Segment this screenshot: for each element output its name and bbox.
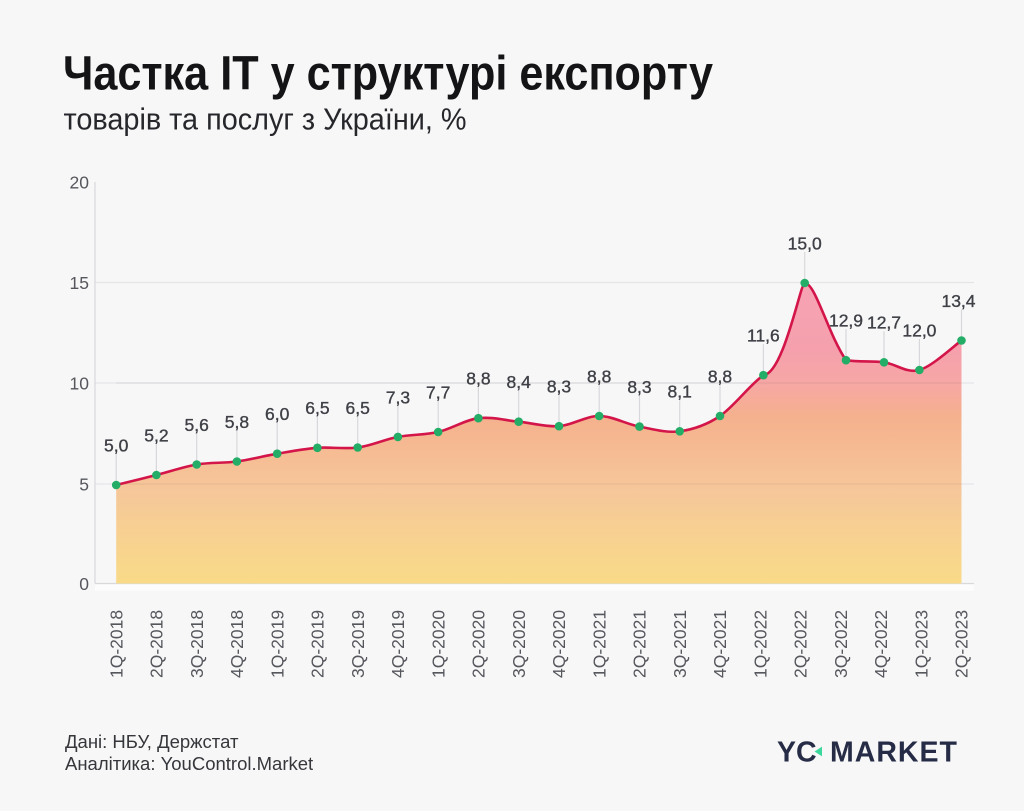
svg-text:2Q-2019: 2Q-2019 bbox=[308, 610, 328, 678]
svg-text:11,6: 11,6 bbox=[747, 326, 780, 346]
svg-text:4Q-2022: 4Q-2022 bbox=[871, 610, 891, 678]
svg-text:6,0: 6,0 bbox=[265, 404, 290, 424]
svg-text:10: 10 bbox=[70, 373, 90, 393]
svg-text:0: 0 bbox=[79, 574, 89, 594]
svg-text:4Q-2019: 4Q-2019 bbox=[388, 610, 408, 678]
svg-text:Дані: НБУ, Держстат: Дані: НБУ, Держстат bbox=[65, 731, 239, 752]
svg-text:MARKET: MARKET bbox=[830, 736, 958, 768]
svg-text:13,4: 13,4 bbox=[941, 291, 975, 311]
svg-text:20: 20 bbox=[70, 172, 90, 192]
svg-text:12,9: 12,9 bbox=[829, 311, 863, 331]
svg-text:5: 5 bbox=[79, 474, 89, 494]
svg-text:12,0: 12,0 bbox=[902, 320, 936, 340]
svg-text:YC: YC bbox=[777, 736, 817, 768]
svg-text:3Q-2021: 3Q-2021 bbox=[670, 610, 690, 678]
svg-text:1Q-2021: 1Q-2021 bbox=[589, 610, 609, 678]
svg-text:3Q-2019: 3Q-2019 bbox=[348, 610, 368, 678]
svg-text:8,8: 8,8 bbox=[587, 366, 611, 386]
svg-text:8,8: 8,8 bbox=[466, 369, 490, 389]
svg-text:4Q-2018: 4Q-2018 bbox=[227, 610, 247, 678]
svg-text:2Q-2022: 2Q-2022 bbox=[791, 610, 811, 678]
svg-text:8,3: 8,3 bbox=[547, 377, 571, 397]
svg-text:15,0: 15,0 bbox=[788, 233, 822, 253]
svg-text:7,3: 7,3 bbox=[386, 387, 410, 407]
svg-text:товарів та послуг з України, %: товарів та послуг з України, % bbox=[64, 102, 467, 137]
svg-text:3Q-2020: 3Q-2020 bbox=[509, 610, 529, 678]
svg-text:2Q-2020: 2Q-2020 bbox=[469, 610, 489, 678]
svg-text:Аналітика: YouControl.Market: Аналітика: YouControl.Market bbox=[65, 753, 313, 774]
svg-text:1Q-2022: 1Q-2022 bbox=[750, 610, 770, 678]
svg-text:1Q-2019: 1Q-2019 bbox=[267, 610, 287, 678]
svg-text:5,0: 5,0 bbox=[104, 435, 129, 455]
svg-text:8,8: 8,8 bbox=[708, 366, 732, 386]
svg-text:2Q-2018: 2Q-2018 bbox=[147, 610, 167, 678]
svg-text:8,3: 8,3 bbox=[627, 377, 651, 397]
svg-text:6,5: 6,5 bbox=[305, 398, 329, 418]
svg-text:8,1: 8,1 bbox=[668, 382, 692, 402]
svg-text:5,8: 5,8 bbox=[225, 412, 249, 432]
svg-text:5,2: 5,2 bbox=[144, 425, 168, 445]
svg-text:2Q-2021: 2Q-2021 bbox=[630, 610, 650, 678]
svg-text:3Q-2018: 3Q-2018 bbox=[187, 610, 207, 678]
svg-text:4Q-2020: 4Q-2020 bbox=[549, 610, 569, 678]
svg-text:Частка ІТ у структурі експорту: Частка ІТ у структурі експорту bbox=[63, 48, 713, 101]
svg-text:4Q-2021: 4Q-2021 bbox=[710, 610, 730, 678]
svg-text:1Q-2020: 1Q-2020 bbox=[428, 610, 448, 678]
svg-text:3Q-2022: 3Q-2022 bbox=[831, 610, 851, 678]
svg-text:2Q-2023: 2Q-2023 bbox=[952, 610, 972, 678]
svg-text:15: 15 bbox=[70, 273, 89, 293]
svg-text:5,6: 5,6 bbox=[185, 415, 209, 435]
svg-text:12,7: 12,7 bbox=[867, 313, 901, 333]
svg-text:7,7: 7,7 bbox=[426, 382, 450, 402]
svg-text:6,5: 6,5 bbox=[346, 398, 370, 418]
svg-text:1Q-2018: 1Q-2018 bbox=[106, 610, 126, 678]
svg-text:1Q-2023: 1Q-2023 bbox=[911, 610, 931, 678]
svg-text:8,4: 8,4 bbox=[507, 372, 532, 392]
